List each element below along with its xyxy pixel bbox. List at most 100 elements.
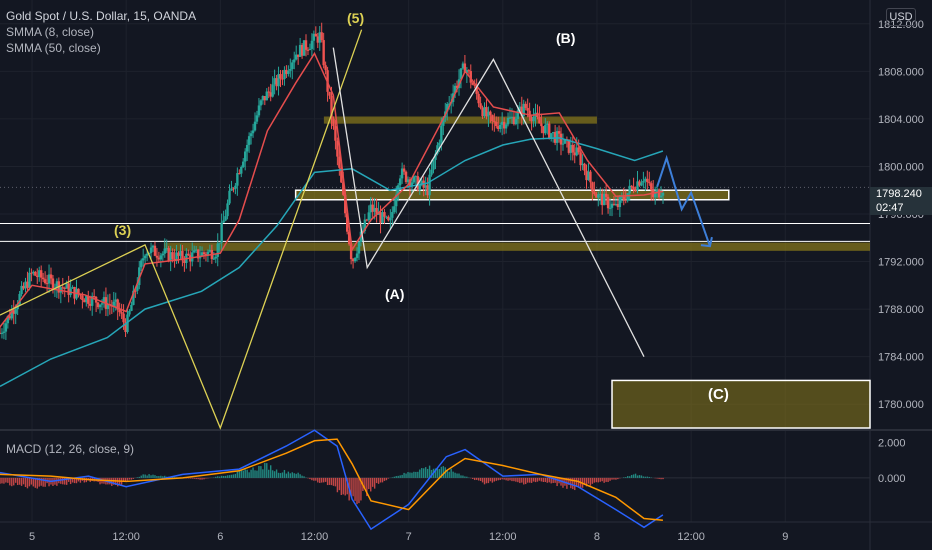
candle-body [646, 178, 649, 183]
candle-body [406, 179, 410, 183]
candle-body [510, 117, 514, 119]
currency-badge[interactable]: USD [886, 8, 916, 26]
candle-body [196, 249, 200, 259]
candle-body [355, 253, 359, 258]
candle-body [51, 278, 55, 290]
candle-body [414, 176, 418, 178]
candle-body [26, 281, 29, 288]
candle-body [548, 123, 551, 138]
candle-body [379, 212, 382, 223]
zone-rect [611, 379, 871, 429]
candle-body [601, 193, 604, 206]
candle-body [604, 193, 608, 197]
candle-body [599, 193, 602, 195]
candle-body [20, 285, 23, 295]
candle-body [83, 300, 86, 303]
candle-body [230, 188, 233, 191]
zone-rect [163, 242, 870, 251]
candle-body [155, 255, 159, 258]
support-resistance-zones [163, 116, 871, 429]
candle-body [520, 106, 523, 116]
price-tick-label: 1780.000 [878, 399, 924, 411]
candle-body [648, 182, 651, 184]
candle-body [306, 49, 310, 51]
candle-body [497, 126, 500, 129]
last-price-tag: 1798.240 02:47 [870, 187, 932, 215]
candle-body [265, 91, 268, 101]
candle-body [106, 304, 110, 309]
candle-body [285, 69, 288, 74]
smma-slow-legend[interactable]: SMMA (50, close) [6, 41, 101, 55]
candle-body [165, 248, 168, 250]
candle-body [81, 295, 84, 301]
candle-body [206, 251, 210, 256]
candle-body [524, 103, 527, 108]
candle-body [387, 216, 390, 221]
candle-body [291, 62, 294, 70]
candle-body [236, 173, 239, 186]
candle-body [561, 143, 565, 145]
candle-body [179, 250, 182, 256]
candle-body [550, 133, 553, 138]
candle-body [597, 194, 600, 198]
price-tick-label: 1788.000 [878, 304, 924, 316]
candle-body [589, 171, 592, 183]
candle-body [389, 217, 392, 221]
macd-legend[interactable]: MACD (12, 26, close, 9) [6, 442, 135, 456]
candle-body [200, 252, 204, 257]
candle-body [77, 288, 80, 295]
candle-body [585, 170, 588, 181]
candle-body [518, 106, 522, 111]
candle-body [65, 283, 68, 289]
candle-body [481, 107, 484, 117]
symbol-title[interactable]: Gold Spot / U.S. Dollar, 15, OANDA [6, 9, 197, 23]
candle-body [12, 310, 15, 314]
candle-body [167, 248, 170, 261]
candle-body [318, 32, 321, 43]
candle-body [506, 117, 510, 125]
candle-body [418, 184, 421, 191]
candle-body [43, 279, 47, 284]
candle-body [579, 152, 582, 166]
candle-body [55, 281, 59, 288]
candle-body [157, 257, 161, 260]
candle-body [96, 302, 100, 308]
candle-body [567, 139, 571, 153]
candle-body [620, 196, 624, 198]
candle-body [363, 219, 367, 231]
candle-body [504, 124, 508, 129]
candle-body [259, 100, 263, 106]
candle-body [602, 193, 606, 206]
candle-body [63, 287, 66, 289]
candle-body [281, 78, 284, 80]
candle-body [92, 296, 96, 298]
smma-fast-legend[interactable]: SMMA (8, close) [6, 25, 95, 39]
candle-body [61, 287, 64, 289]
candle-body [328, 91, 331, 96]
candle-body [159, 255, 163, 260]
price-tick-label: 1808.000 [878, 66, 924, 78]
candle-body [345, 213, 349, 232]
time-tick-label: 6 [217, 531, 223, 543]
zone-rect [323, 116, 597, 124]
candle-body [342, 182, 345, 195]
candle-body [41, 277, 45, 280]
candle-body [640, 182, 643, 186]
candle-body [132, 290, 135, 305]
candle-body [634, 190, 637, 192]
candle-body [34, 271, 37, 276]
candle-body [526, 107, 529, 111]
candle-body [349, 244, 353, 260]
candle-body [618, 197, 622, 208]
candle-body [181, 250, 184, 261]
candle-body [316, 36, 319, 43]
candle-body [614, 203, 618, 205]
candle-body [606, 196, 610, 209]
wave-label-5: (5) [347, 10, 365, 26]
candle-body [593, 191, 596, 195]
time-tick-label: 5 [29, 531, 35, 543]
candle-body [459, 68, 463, 80]
candle-body [120, 312, 123, 314]
candle-body [608, 207, 612, 209]
